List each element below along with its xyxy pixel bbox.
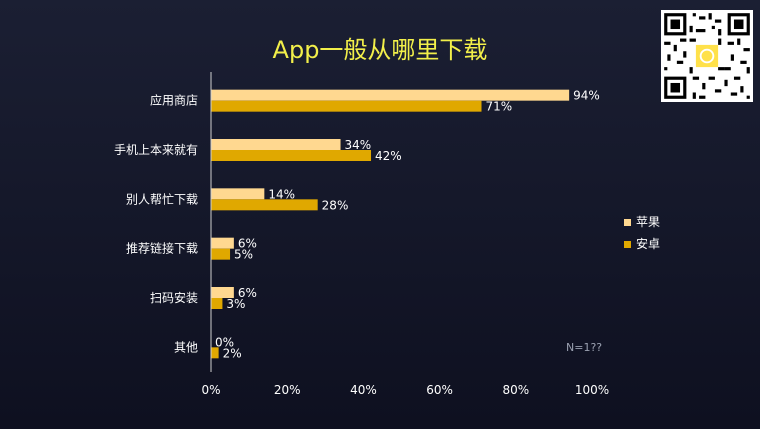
sample-size-note: N=1??	[566, 341, 603, 354]
bar-android	[211, 347, 219, 359]
bar-android	[211, 199, 318, 211]
x-tick-label: 0%	[201, 383, 220, 397]
category-label: 手机上本来就有	[114, 143, 198, 157]
category-label: 其他	[174, 340, 198, 354]
bar-apple	[211, 237, 234, 249]
legend-swatch	[624, 241, 631, 248]
x-tick-label: 40%	[350, 383, 377, 397]
x-tick-label: 80%	[502, 383, 529, 397]
data-label: 71%	[486, 100, 513, 114]
category-label: 应用商店	[150, 93, 198, 108]
qr-code-graphic	[661, 10, 753, 102]
legend-label: 苹果	[636, 215, 660, 229]
data-label: 3%	[226, 297, 245, 311]
data-label: 6%	[238, 237, 257, 251]
labels-layer: 应用商店 94% 71% 手机上本来就有 34%42% 别人帮忙下载 14% 28% 推荐链接下…	[114, 89, 600, 361]
x-tick-label: 100%	[575, 383, 609, 397]
bar-apple	[211, 287, 234, 298]
chart-title: App一般从哪里下载	[272, 36, 488, 64]
category-label: 推荐链接下载	[126, 241, 198, 256]
bar-android	[211, 298, 223, 309]
bar-apple	[211, 139, 341, 150]
data-label: 34%	[345, 138, 372, 152]
data-label: 0%	[215, 335, 234, 349]
bars-layer	[211, 89, 570, 359]
bar-android	[211, 248, 231, 260]
bar-apple	[211, 188, 265, 200]
data-label: 42%	[375, 149, 402, 163]
data-label: 94%	[573, 89, 600, 103]
data-label: 5%	[234, 248, 253, 262]
axis-layer: 0% 20% 40% 60% 80% 100%	[201, 72, 609, 397]
data-label: 14%	[268, 187, 295, 201]
data-label: 28%	[322, 198, 349, 212]
legend-swatch	[624, 219, 631, 226]
category-label: 别人帮忙下载	[126, 192, 198, 206]
bar-android	[211, 100, 482, 112]
data-label: 6%	[238, 286, 257, 300]
x-tick-label: 60%	[426, 383, 453, 397]
category-label: 扫码安装	[150, 290, 198, 305]
qr-code	[661, 10, 753, 102]
data-label: 2%	[223, 346, 242, 360]
x-tick-label: 20%	[274, 383, 301, 397]
bar-apple	[211, 89, 570, 101]
bar-android	[211, 150, 372, 161]
legend-label: 安卓	[636, 236, 660, 251]
